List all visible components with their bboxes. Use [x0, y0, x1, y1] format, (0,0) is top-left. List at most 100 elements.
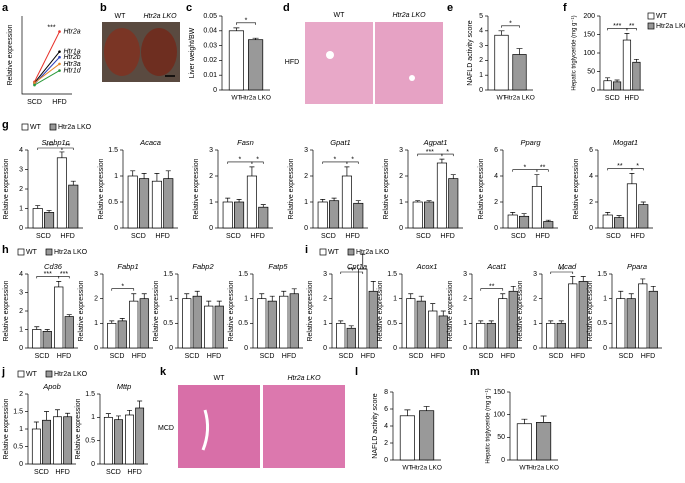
bar [498, 298, 508, 349]
bar [543, 221, 554, 229]
image-label: WT [115, 13, 127, 20]
significance: *** [44, 271, 52, 278]
significance: *** [47, 24, 55, 31]
y-tick-label: 4 [384, 423, 388, 430]
y-axis-label: Relative expression [228, 280, 235, 341]
error-bar [56, 281, 62, 287]
y-tick-label: 150 [493, 389, 505, 396]
y-tick-label: 1.5 [108, 147, 118, 154]
bar [246, 175, 257, 229]
x-tick-label: HFD [132, 353, 146, 360]
y-axis-label: Relative expression [3, 398, 10, 459]
significance: * [446, 149, 449, 156]
x-tick-label: HFD [440, 233, 454, 240]
bar [648, 290, 658, 349]
error-bar [426, 200, 432, 202]
error-bar [605, 212, 611, 215]
y-tick-label: 1 [393, 296, 397, 303]
error-bar [408, 293, 414, 299]
y-tick-label: 0.5 [238, 320, 248, 327]
y-tick-label: 1 [244, 296, 248, 303]
chart-title: Apob [42, 382, 61, 391]
legend-swatch [49, 123, 57, 131]
y-tick-label: 4 [494, 173, 498, 180]
error-bar [252, 37, 259, 40]
significance: * [636, 163, 639, 170]
y-tick-label: 5 [479, 13, 483, 20]
x-tick-label: HFD [501, 353, 515, 360]
significance: ** [617, 163, 623, 170]
x-tick-label: HFD [345, 233, 359, 240]
x-tick-label: SCD [36, 233, 51, 240]
x-tick-label: HFD [361, 353, 375, 360]
y-axis-label: Relative expression [307, 280, 314, 341]
y-tick-label: 2 [19, 186, 23, 193]
y-axis-label: Liver weight/BW [189, 27, 196, 78]
chart-title: Mogat1 [613, 138, 638, 147]
x-tick-label: SCD [226, 233, 241, 240]
significance: ** [629, 23, 635, 30]
x-tick-label: SCD [34, 469, 49, 476]
bar [32, 329, 42, 349]
error-bar [614, 79, 620, 82]
error-bar [116, 415, 122, 420]
y-tick-label: 1 [479, 72, 483, 79]
bar [419, 410, 435, 461]
bar [494, 34, 509, 91]
y-tick-label: 0 [304, 225, 308, 232]
x-tick-label: SCD [511, 233, 526, 240]
bar [556, 322, 566, 349]
significance-bracket [251, 161, 264, 164]
significance-bracket [441, 153, 454, 157]
y-tick-label: 3 [399, 147, 403, 154]
y-tick-label: 0 [479, 87, 483, 94]
x-tick-label: SCD [409, 353, 424, 360]
x-tick-label: HFD [155, 233, 169, 240]
y-tick-label: 2 [323, 296, 327, 303]
bar [546, 322, 556, 349]
error-bar [137, 400, 143, 408]
bar [267, 300, 277, 349]
error-bar [126, 409, 132, 415]
x-tick-label: HFD [571, 353, 585, 360]
bar [428, 310, 438, 349]
y-tick-label: 1.5 [85, 391, 95, 398]
bar [63, 416, 73, 465]
bar [192, 295, 202, 349]
y-tick-label: 100 [583, 50, 595, 57]
chart-title: Ppara [627, 262, 647, 271]
y-axis-label: Relative expression [78, 280, 85, 341]
histology-image [178, 385, 260, 468]
x-tick-label: WT [496, 95, 506, 102]
bar [42, 419, 51, 465]
chart-title: Pparg [520, 138, 541, 147]
y-tick-label: 0 [114, 225, 118, 232]
y-tick-label: 0 [591, 87, 595, 94]
bar [358, 268, 368, 349]
error-bar [430, 303, 436, 311]
error-bar [70, 180, 76, 186]
error-bar [269, 295, 275, 302]
y-tick-label: 3 [94, 271, 98, 278]
legend-swatch [17, 370, 25, 378]
legend-label: Htr2a LKO [356, 249, 390, 256]
error-bar [33, 421, 39, 429]
error-bar [109, 320, 115, 324]
panel-label: e [447, 2, 453, 14]
chart-title: Srebp1c [42, 138, 70, 147]
y-tick-label: 1.5 [387, 271, 397, 278]
error-bar [54, 409, 60, 417]
significance-bracket [340, 271, 364, 274]
x-tick-label: SCD [605, 95, 620, 102]
error-bar [355, 200, 361, 204]
y-tick-label: 1 [533, 320, 537, 327]
x-tick-label: HFD [127, 469, 141, 476]
significance: *** [60, 271, 68, 278]
histology-image [305, 22, 373, 104]
error-bar [281, 290, 287, 297]
significance-bracket [61, 147, 74, 150]
y-tick-label: 1 [19, 205, 23, 212]
y-tick-label: 2 [19, 391, 23, 398]
panel-label: g [2, 119, 9, 131]
